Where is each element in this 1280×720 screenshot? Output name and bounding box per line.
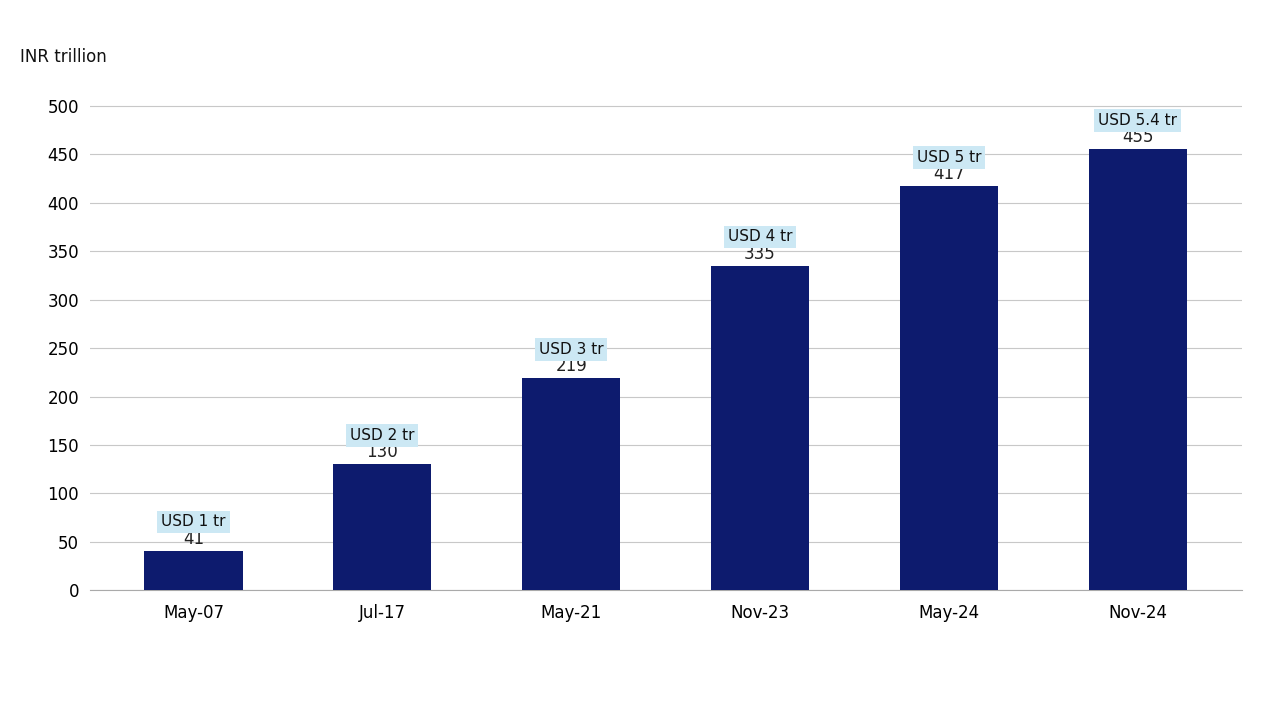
Bar (333, 464, 431, 590)
Text: USD 1 tr: USD 1 tr (161, 514, 225, 529)
Text: 417: 417 (933, 166, 965, 184)
Bar (900, 186, 998, 590)
Text: USD 3 tr: USD 3 tr (539, 342, 603, 357)
Bar (145, 551, 243, 590)
Text: 455: 455 (1123, 128, 1153, 146)
Bar (710, 266, 809, 590)
Text: INR trillion: INR trillion (20, 48, 108, 66)
Text: 41: 41 (183, 530, 204, 548)
Text: USD 5 tr: USD 5 tr (916, 150, 982, 165)
Bar (1088, 149, 1187, 590)
Bar (522, 378, 621, 590)
Text: 335: 335 (744, 245, 776, 263)
Text: USD 2 tr: USD 2 tr (349, 428, 415, 443)
Text: USD 4 tr: USD 4 tr (728, 230, 792, 244)
Text: 219: 219 (556, 357, 588, 375)
Text: USD 5.4 tr: USD 5.4 tr (1098, 113, 1178, 128)
Text: 130: 130 (366, 444, 398, 462)
